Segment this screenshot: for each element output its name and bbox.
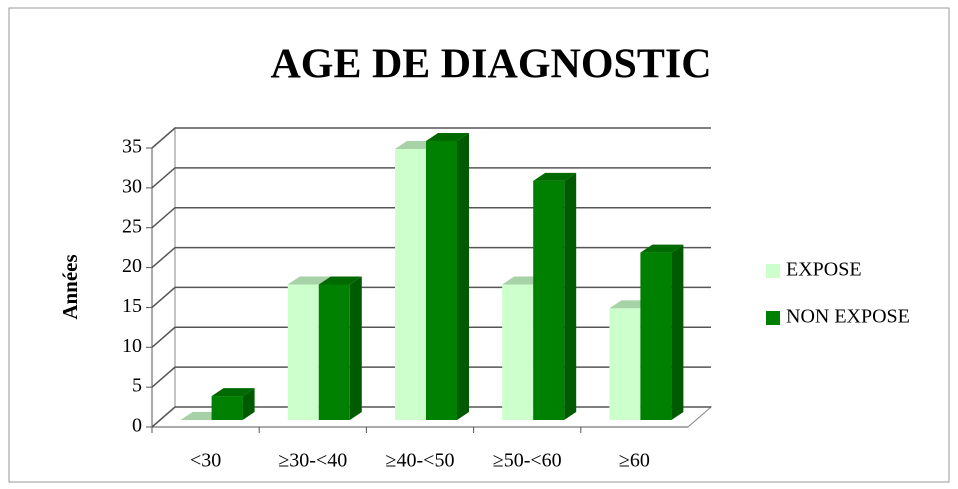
bar-front: [318, 284, 350, 420]
grid-line: [151, 206, 711, 229]
legend-label: EXPOSE: [786, 259, 862, 281]
chart-title: AGE DE DIAGNOSTIC: [270, 42, 711, 88]
bar-top: [640, 244, 684, 253]
bar-front: [395, 148, 426, 420]
bar-side: [457, 133, 469, 420]
y-tick-label: 20: [122, 255, 142, 277]
x-tick-label: ≥40-<50: [386, 450, 455, 472]
y-tick-label: 15: [122, 295, 142, 317]
back-wall: [151, 126, 176, 429]
bar-front: [287, 284, 319, 420]
x-tick-label: ≥30-<40: [278, 450, 347, 472]
bar: [640, 244, 684, 420]
bar-side: [564, 172, 577, 420]
bar-side: [349, 276, 362, 420]
grid-line: [151, 167, 711, 189]
y-tick-label: 0: [132, 415, 142, 437]
bar-front: [533, 180, 565, 420]
bar-side: [242, 388, 255, 420]
y-tick-label: 25: [122, 215, 142, 237]
bar-top: [426, 133, 469, 141]
legend-swatch: [766, 311, 780, 325]
legend-label: NON EXPOSE: [786, 306, 910, 328]
grid-line: [151, 246, 711, 269]
bar: [211, 388, 255, 420]
y-tick-label: 5: [132, 375, 142, 397]
bar-front: [211, 396, 243, 420]
x-tick-label: <30: [190, 450, 221, 472]
y-tick-label: 35: [122, 136, 142, 158]
bar-side: [671, 244, 684, 420]
bar-front: [640, 252, 672, 420]
bar-top: [211, 388, 255, 397]
x-tick-label: ≥50-<60: [493, 450, 562, 472]
legend-swatch: [766, 264, 780, 278]
x-tick-label: ≥60: [619, 450, 650, 472]
y-tick-label: 10: [122, 335, 142, 357]
bar-top: [533, 172, 577, 181]
bar-front: [609, 308, 641, 420]
bar-top: [287, 276, 331, 285]
bar-front: [426, 141, 457, 420]
grid-line: [151, 127, 711, 149]
bar-top: [318, 276, 362, 285]
bar: [426, 133, 469, 420]
y-tick-label: 30: [122, 175, 142, 197]
bar-front: [502, 284, 534, 420]
bar: [533, 172, 577, 420]
bar: [318, 276, 362, 420]
y-axis-label: Années: [58, 254, 82, 319]
